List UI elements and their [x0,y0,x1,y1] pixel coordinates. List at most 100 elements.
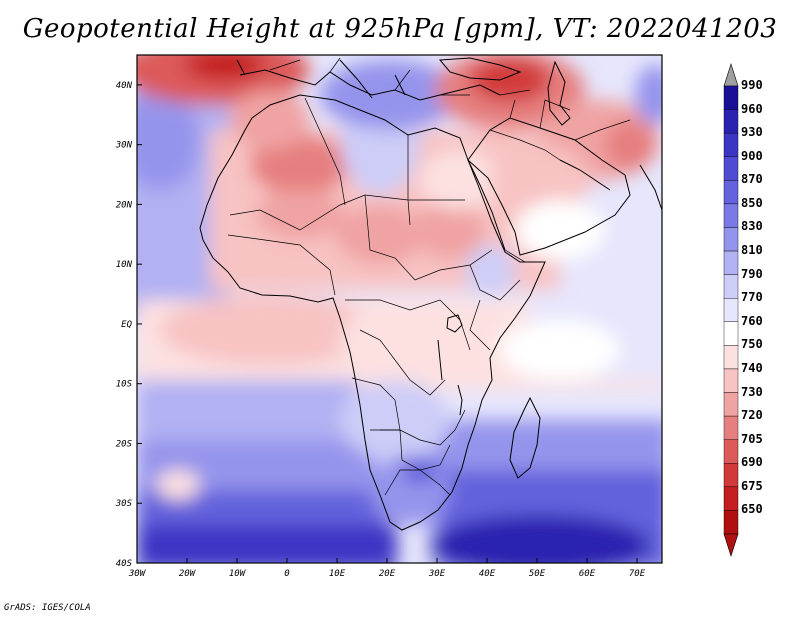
colorbar-swatch [723,298,739,322]
africa-coastline [199,94,546,531]
border-southern [370,409,466,446]
madagascar [509,396,541,479]
field-sahara-core-2 [255,190,345,240]
lat-tick-label: 20S [116,439,133,449]
height-field [137,55,662,563]
colorbar-swatch [723,439,739,464]
lake-tanganyika [437,339,443,381]
colorbar-level-label: 770 [741,290,763,305]
lon-tick-label: 30W [128,569,147,579]
lon-tick-label: 40E [479,569,496,579]
colorbar-swatch [723,368,739,393]
colorbar-swatch [723,109,739,134]
coastlines [199,57,662,531]
border-west-africa [227,234,336,296]
colorbar-swatch [723,486,739,511]
colorbar-level-label: 850 [741,195,763,210]
red-sea [467,159,506,251]
colorbar-level-label: 750 [741,337,763,352]
colorbar [723,63,739,557]
colorbar-swatch [723,250,739,275]
colorbar-level-label: 740 [741,360,763,375]
colorbar-swatch [723,415,739,440]
colorbar-level-label: 690 [741,455,763,470]
lake-victoria [446,314,463,333]
colorbar-swatch [723,203,739,228]
lat-tick-label: 40S [116,559,133,569]
field-indian-white [500,320,620,380]
border-horn [504,249,545,263]
colorbar-level-label: 990 [741,78,763,92]
colorbar-level-label: 720 [741,408,763,423]
lon-tick-label: 20W [179,569,197,579]
field-atlantic-blob [137,90,200,190]
field-high-cell [156,470,200,500]
border-algeria-libya [304,97,346,206]
colorbar-level-label: 960 [741,101,763,116]
lat-tick-label: 10S [116,380,133,390]
lat-tick-label: 30S [115,499,133,509]
field-sudan-core [415,200,485,260]
lon-tick-label: 50E [529,569,546,579]
colorbar-level-label: 650 [741,502,763,517]
lon-tick-label: 10W [229,569,247,579]
field-egypt-light [420,150,500,210]
arabian-peninsula [467,117,631,256]
lon-tick-label: 30E [428,569,446,579]
mediterranean-north [239,69,501,101]
colorbar-bottom-arrow [723,533,739,557]
colorbar-level-label: 930 [741,125,763,140]
lon-tick-label: 60E [579,569,596,579]
field-arabia-white [515,200,605,260]
colorbar-level-label: 705 [741,431,763,446]
colorbar-swatch [723,156,739,181]
lon-tick-label: 70E [629,569,646,579]
border-southafrica [384,469,451,496]
field-ne-blue [635,65,662,125]
border-mideast [489,99,631,161]
colorbar-swatch [723,274,739,299]
field-south-atlantic-4 [137,525,397,563]
field-sahara-core-1 [250,135,350,195]
field-morocco-red [230,90,310,150]
border-drc [359,329,446,396]
colorbar-level-label: 675 [741,478,763,493]
colorbar-swatch [723,345,739,370]
lat-tick-label: 10N [116,260,133,270]
colorbar-swatch [723,463,739,488]
credit-text: GrADS: IGES/COLA [4,603,91,613]
map-frame [136,54,663,564]
lat-tick-label: 40N [116,81,133,91]
black-sea [438,57,522,81]
field-angola-blue [340,380,450,460]
lat-tick-label: EQ [121,320,132,330]
chart-title: Geopotential Height at 925hPa [gpm], VT:… [22,14,778,44]
caspian-sea [547,60,571,126]
field-iran-core [605,120,655,170]
colorbar-swatch [723,510,739,535]
colorbar-swatch [723,321,739,346]
iberia-italy [236,59,406,99]
colorbar-level-label: 790 [741,266,763,281]
border-east [469,264,521,351]
field-ethiopia-blue [465,245,515,295]
colorbar-swatch [723,392,739,417]
field-turkey-core [470,58,550,102]
field-mediterranean-blue [320,60,460,130]
lake-malawi [457,384,463,416]
colorbar-level-label: 830 [741,219,763,234]
field-sahara-core-3 [335,205,425,265]
map-axes: 30W 20W 10W 0 10E 20E 30E 40E 50E 60E 70E 40N 30N 20N… [115,81,646,579]
colorbar-level-label: 760 [741,313,763,328]
colorbar-swatch [723,85,739,110]
lon-tick-label: 20E [379,569,396,579]
field-south-indian-3 [430,515,650,563]
colorbar-level-label: 900 [741,148,763,163]
lon-tick-label: 0 [284,569,289,579]
colorbar-level-label: 730 [741,384,763,399]
colorbar-swatch [723,180,739,205]
lat-tick-label: 30N [115,141,133,151]
border-central [345,299,471,351]
border-sahel [229,194,465,231]
